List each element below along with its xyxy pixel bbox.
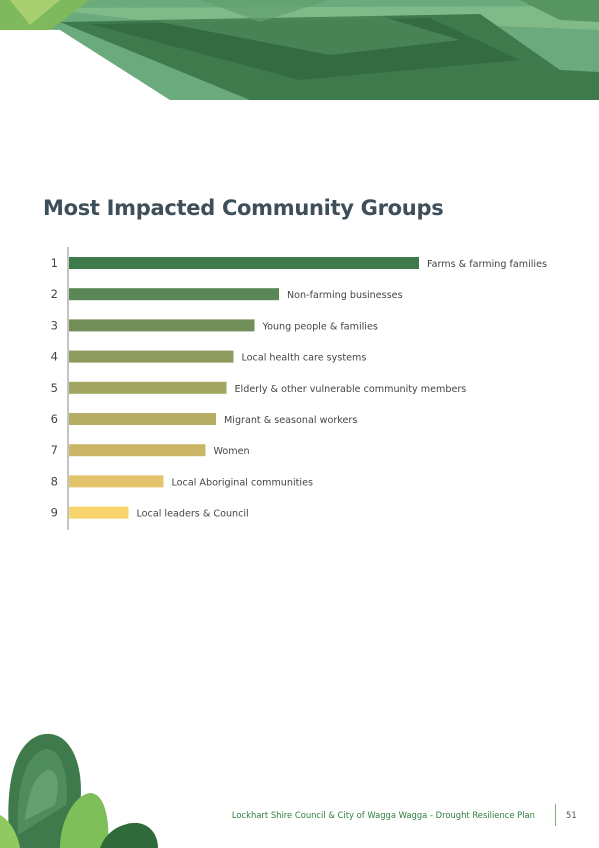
bar-8 [69, 475, 164, 488]
category-label: Young people & families [262, 321, 378, 332]
rank-label: 7 [51, 443, 58, 457]
category-label: Women [214, 446, 250, 457]
bar-9 [69, 506, 129, 519]
footer-divider [555, 804, 556, 826]
category-label: Elderly & other vulnerable community mem… [235, 384, 467, 395]
rank-label: 3 [51, 318, 58, 332]
rank-label: 6 [51, 412, 58, 426]
bar-4 [69, 350, 234, 363]
rank-label: 5 [51, 381, 58, 395]
category-label: Farms & farming families [427, 259, 547, 270]
category-label: Local health care systems [242, 353, 367, 364]
footer-text: Lockhart Shire Council & City of Wagga W… [231, 810, 535, 820]
bar-3 [69, 319, 255, 332]
category-label: Non-farming businesses [287, 290, 403, 301]
footer-leaf-art [0, 733, 158, 848]
bar-1 [69, 257, 419, 269]
rank-label: 4 [51, 350, 58, 364]
category-label: Local Aboriginal communities [172, 477, 313, 488]
header-banner-art [0, 0, 599, 100]
bar-7 [69, 444, 206, 457]
rank-label: 1 [51, 256, 58, 270]
category-label: Local leaders & Council [137, 509, 249, 520]
bar-2 [69, 288, 279, 301]
rank-label: 9 [51, 506, 58, 520]
rank-label: 2 [51, 287, 58, 301]
page-title: Most Impacted Community Groups [43, 196, 444, 220]
rank-label: 8 [51, 474, 58, 488]
bar-6 [69, 413, 216, 425]
bar-5 [69, 381, 227, 394]
page-number: 51 [566, 810, 577, 820]
category-label: Migrant & seasonal workers [224, 415, 357, 426]
